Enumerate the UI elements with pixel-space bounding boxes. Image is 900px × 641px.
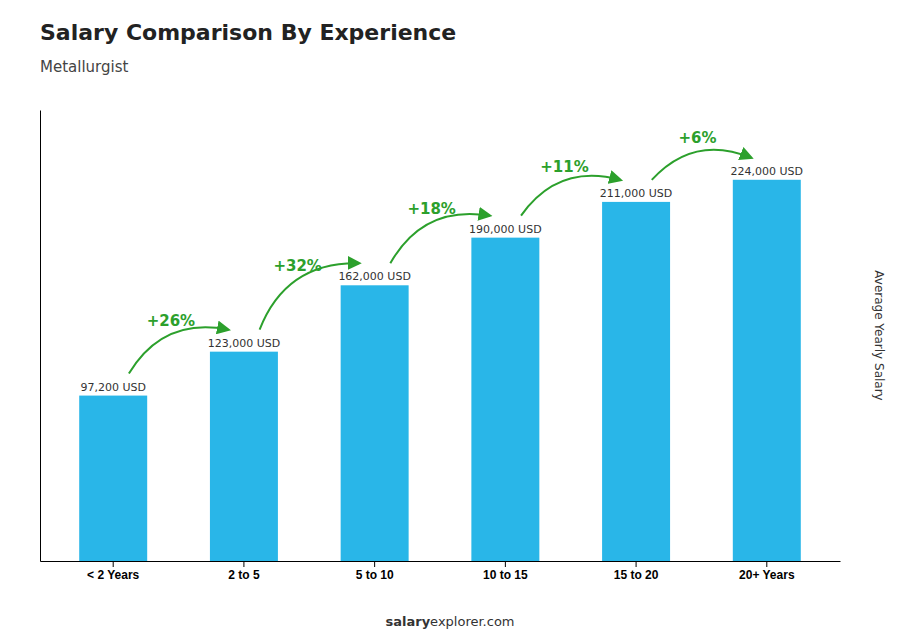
x-tick-label: 15 to 20 [614,568,659,582]
change-label: +6% [679,129,717,147]
y-axis-line [40,111,41,562]
x-tick-mark [505,561,506,567]
x-tick-mark [636,561,637,567]
bar [602,202,670,561]
footer-part: explorer.com [430,614,514,629]
change-arc [652,150,751,180]
data-label: 97,200 USD [80,381,146,394]
data-label: 123,000 USD [208,337,281,350]
change-label: +11% [540,158,588,176]
x-axis-line [41,561,841,562]
change-arc [521,176,620,216]
change-arc [390,214,489,263]
x-tick: < 2 Years [87,561,139,582]
footer: salaryexplorer.com [385,614,514,629]
x-tick-mark [374,561,375,567]
change-arc [129,327,228,373]
bar [79,396,147,561]
x-tick: 5 to 10 [356,561,394,582]
y-axis-label: Average Yearly Salary [872,270,886,400]
x-tick-mark [766,561,767,567]
data-labels: 97,200 USD 123,000 USD 162,000 USD 190,000 … [80,165,803,394]
footer-part: salary [385,614,430,629]
bar [210,352,278,561]
x-tick-label: 20+ Years [739,568,795,582]
x-tick-label: 10 to 15 [483,568,528,582]
change-label: +26% [147,312,195,330]
x-tick-label: 5 to 10 [356,568,394,582]
data-label: 211,000 USD [600,187,673,200]
data-label: 224,000 USD [731,165,804,178]
x-tick: 10 to 15 [483,561,528,582]
x-tick-label: 2 to 5 [228,568,260,582]
x-axis: < 2 Years 2 to 5 5 to 10 10 to 15 15 to 20 20… [41,561,841,582]
change-label: +18% [407,200,455,218]
bar [733,180,801,561]
x-tick-mark [243,561,244,567]
bar [471,238,539,561]
title: Salary Comparison By Experience [40,20,456,45]
data-label: 190,000 USD [469,223,542,236]
subtitle: Metallurgist [40,58,128,76]
change-label: +32% [273,257,321,275]
data-label: 162,000 USD [338,270,411,283]
x-tick: 15 to 20 [614,561,659,582]
x-tick-mark [113,561,114,567]
chart: Salary Comparison By Experience Metallurg… [0,0,900,641]
x-tick-label: < 2 Years [87,568,139,582]
change-annotations: +26% +32% +18% +11% +6% [129,129,751,373]
y-axis [40,111,41,562]
x-tick: 20+ Years [739,561,795,582]
bars [79,180,801,561]
x-tick: 2 to 5 [228,561,260,582]
bar [341,285,409,561]
